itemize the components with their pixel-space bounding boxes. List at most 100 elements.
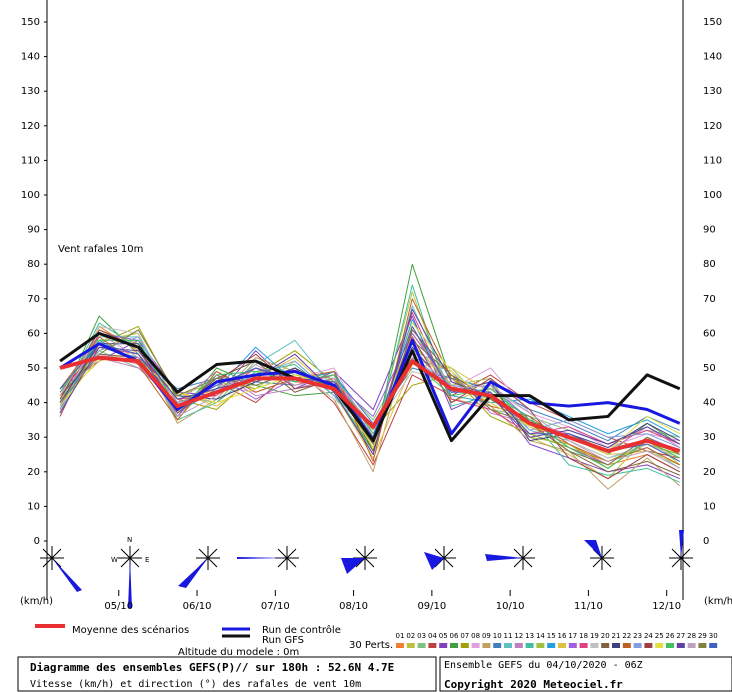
y-tick-label: 90 bbox=[27, 225, 40, 236]
legend-label: 28 bbox=[687, 632, 696, 640]
legend-swatch bbox=[428, 643, 437, 648]
legend-swatch bbox=[504, 643, 512, 648]
legend-swatch bbox=[558, 643, 566, 648]
altitude: Altitude du modele : 0m bbox=[178, 647, 299, 658]
x-tick-label: 10/10 bbox=[496, 601, 525, 612]
legend-swatch bbox=[676, 643, 685, 648]
legend-swatch bbox=[439, 643, 448, 648]
x-tick-label: 07/10 bbox=[261, 601, 290, 612]
y-tick-label: 50 bbox=[27, 363, 40, 374]
x-tick-label: 06/10 bbox=[183, 601, 212, 612]
info-box bbox=[439, 656, 732, 692]
legend-label: 20 bbox=[601, 632, 610, 640]
compass-n: N bbox=[127, 536, 132, 544]
annotation: Vent rafales 10m bbox=[58, 244, 143, 255]
y-tick-label: 40 bbox=[703, 398, 716, 409]
y-tick-label: 130 bbox=[21, 86, 40, 97]
legend-swatch bbox=[471, 643, 480, 648]
x-tick-label: 08/10 bbox=[339, 601, 368, 612]
y-tick-label: 0 bbox=[703, 536, 709, 547]
y-tick-label: 70 bbox=[703, 294, 716, 305]
y-tick-label: 80 bbox=[27, 259, 40, 270]
y-tick-label: 120 bbox=[703, 121, 722, 132]
legend-label: 24 bbox=[644, 632, 653, 640]
y-tick-label: 100 bbox=[21, 190, 40, 201]
legend-swatch bbox=[655, 643, 664, 648]
legend-label: 21 bbox=[612, 632, 621, 640]
y-tick-label: 30 bbox=[27, 432, 40, 443]
legend-label: 15 bbox=[547, 632, 556, 640]
legend-label: 29 bbox=[698, 632, 707, 640]
y-tick-label: 60 bbox=[27, 328, 40, 339]
legend-swatch bbox=[633, 643, 642, 648]
y-tick-label: 20 bbox=[27, 467, 40, 478]
legend-label: 26 bbox=[666, 632, 675, 640]
y-unit: (km/h) bbox=[704, 596, 732, 607]
wind-glyphs bbox=[40, 530, 693, 608]
perturbation-line bbox=[59, 308, 680, 455]
y-tick-label: 80 bbox=[703, 259, 716, 270]
y-tick-label: 130 bbox=[703, 86, 722, 97]
legend-label: 06 bbox=[450, 632, 459, 640]
y-tick-label: 0 bbox=[34, 536, 40, 547]
legend-swatch bbox=[547, 643, 556, 648]
y-tick-label: 60 bbox=[703, 328, 716, 339]
legend-label: 23 bbox=[633, 632, 642, 640]
x-tick-label: 12/10 bbox=[652, 601, 681, 612]
legend-label: 01 bbox=[396, 632, 405, 640]
perturbation-line bbox=[59, 329, 680, 466]
copyright: Copyright 2020 Meteociel.fr bbox=[444, 678, 623, 691]
legend-label: 07 bbox=[460, 632, 469, 640]
x-tick-label: 05/10 bbox=[104, 601, 133, 612]
legend-swatch bbox=[687, 643, 696, 648]
legend-swatch bbox=[536, 643, 545, 648]
legend-label: Run de contrôle bbox=[262, 624, 341, 636]
legend-swatch bbox=[525, 643, 534, 648]
legend-label: 12 bbox=[514, 632, 523, 640]
legend-label: 17 bbox=[568, 632, 577, 640]
legend-label: 03 bbox=[417, 632, 426, 640]
legend-swatch bbox=[698, 643, 707, 648]
legend-swatch bbox=[709, 643, 718, 648]
legend-label: 09 bbox=[482, 632, 491, 640]
y-tick-label: 120 bbox=[21, 121, 40, 132]
legend-label: 14 bbox=[536, 632, 545, 640]
perturbation-line bbox=[59, 325, 680, 462]
legend-label: 30 bbox=[709, 632, 718, 640]
legend-swatch bbox=[460, 643, 469, 648]
y-tick-label: 110 bbox=[703, 155, 722, 166]
title-box bbox=[17, 656, 437, 692]
y-tick-label: 40 bbox=[27, 398, 40, 409]
legend-swatch bbox=[644, 643, 653, 648]
y-unit: (km/h) bbox=[20, 596, 53, 607]
perturbation-line bbox=[59, 329, 681, 469]
legend-swatch bbox=[482, 643, 491, 648]
x-tick-label: 11/10 bbox=[574, 601, 603, 612]
legend-swatch bbox=[396, 643, 404, 648]
perturbation-line bbox=[59, 339, 680, 469]
title: Diagramme des ensembles GEFS(P)// sur 18… bbox=[30, 661, 394, 674]
legend-label: Moyenne des scénarios bbox=[72, 624, 189, 636]
legend-swatch bbox=[601, 643, 610, 648]
legend-swatch bbox=[406, 643, 415, 648]
y-tick-label: 90 bbox=[703, 225, 716, 236]
legend-label: 05 bbox=[439, 632, 448, 640]
y-tick-label: 10 bbox=[27, 501, 40, 512]
legend-label: Run GFS bbox=[262, 635, 304, 646]
legend-swatch bbox=[666, 643, 674, 648]
subtitle: Vitesse (km/h) et direction (°) des rafa… bbox=[30, 679, 361, 690]
legend-swatch bbox=[568, 643, 577, 648]
legend-label: 18 bbox=[579, 632, 588, 640]
legend-swatch bbox=[622, 643, 631, 648]
y-tick-label: 140 bbox=[21, 52, 40, 63]
legend-label: 10 bbox=[493, 632, 502, 640]
legend-swatch bbox=[417, 643, 426, 648]
legend-label: 16 bbox=[558, 632, 567, 640]
y-tick-label: 150 bbox=[21, 17, 40, 28]
plot-area bbox=[59, 263, 681, 490]
legend-label: 25 bbox=[655, 632, 664, 640]
y-tick-label: 50 bbox=[703, 363, 716, 374]
y-tick-label: 100 bbox=[703, 190, 722, 201]
y-tick-label: 30 bbox=[703, 432, 716, 443]
